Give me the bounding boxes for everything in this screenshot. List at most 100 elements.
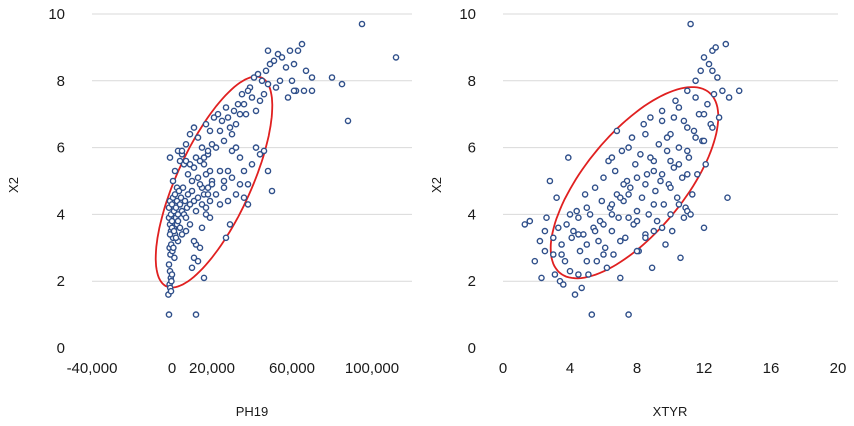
chart1-data-point — [262, 67, 270, 75]
chart2-data-point — [722, 40, 730, 48]
chart2-data-point — [633, 217, 641, 225]
chart1-data-point — [200, 154, 208, 161]
chart1-data-point — [202, 120, 210, 128]
chart2-data-point — [700, 54, 708, 61]
chart2-y-tick-label: 0 — [468, 340, 476, 357]
chart1-data-point — [206, 214, 214, 221]
chart2-x-tick-label: 4 — [566, 360, 574, 377]
chart2-data-point — [655, 140, 663, 148]
chart1-data-point — [171, 254, 178, 262]
chart1-data-point — [174, 211, 182, 218]
chart1-x-tick-label: -40,000 — [67, 360, 118, 377]
chart1-data-point — [186, 201, 194, 208]
chart2-data-point — [709, 124, 716, 131]
chart2-data-point — [658, 170, 666, 178]
chart1-data-point — [240, 194, 248, 201]
chart2-data-point — [553, 194, 560, 201]
chart2-data-point — [680, 214, 688, 221]
chart2-data-point — [585, 271, 592, 278]
chart1-data-point — [286, 47, 294, 55]
chart1-data-point — [168, 217, 176, 225]
chart2-data-point — [546, 177, 554, 185]
chart1-data-point — [184, 191, 192, 198]
chart1-data-point — [206, 167, 214, 175]
chart1-data-point — [186, 160, 194, 168]
chart1-data-point — [244, 87, 252, 95]
chart2-data-point — [647, 114, 654, 121]
chart1-data-point — [177, 194, 185, 201]
chart1-data-point — [220, 177, 228, 185]
chart2-data-point — [617, 237, 624, 245]
chart1-data-point — [166, 154, 174, 161]
chart1-data-point — [210, 114, 218, 121]
chart2-data-point — [667, 211, 674, 218]
chart1-y-tick-label: 10 — [48, 6, 65, 23]
chart1-data-point — [204, 191, 212, 198]
chart1-data-point — [256, 97, 264, 105]
chart1-data-point — [176, 224, 184, 232]
chart1-data-point — [278, 54, 286, 61]
chart2-data-point — [571, 291, 579, 298]
chart2-data-point — [662, 241, 669, 248]
chart1-data-point — [198, 201, 206, 208]
chart1-data-point — [232, 144, 240, 151]
chart1-data-point — [250, 74, 258, 81]
chart1-data-point — [176, 157, 184, 165]
chart2-data-point — [690, 127, 698, 135]
chart2-data-point — [680, 117, 688, 125]
chart2-data-point — [672, 97, 679, 105]
chart1-data-point — [290, 60, 298, 68]
chart1-data-point — [188, 177, 196, 185]
chart1-data-point — [208, 180, 216, 188]
chart2-data-point — [561, 257, 569, 265]
chart2-data-point — [675, 201, 683, 208]
chart2-data-point — [600, 174, 607, 181]
chart1-data-point — [254, 70, 262, 78]
chart1-data-point — [216, 127, 224, 135]
chart2-data-point — [667, 157, 674, 165]
chart2-data-point — [526, 217, 534, 225]
chart2-data-point — [608, 227, 616, 235]
chart1-data-point — [194, 257, 202, 265]
chart2-data-point — [593, 257, 601, 265]
chart2-data-point — [608, 211, 616, 218]
chart1-data-point — [260, 90, 268, 98]
chart2-data-point — [658, 107, 666, 115]
chart1-data-point — [184, 170, 192, 178]
chart2-data-point — [715, 114, 723, 121]
chart2-data-point — [581, 191, 589, 198]
chart1-data-point — [166, 231, 174, 238]
chart2-data-point — [536, 237, 544, 245]
chart1-data-point — [194, 134, 202, 141]
chart2-data-point — [600, 221, 607, 228]
chart1-data-point — [171, 167, 179, 175]
chart2-data-point — [668, 227, 676, 235]
chart1-data-point — [216, 167, 224, 175]
chart2-data-point — [541, 227, 549, 235]
chart1-y-tick-label: 6 — [57, 140, 65, 157]
chart2-data-point — [551, 271, 559, 278]
chart1-data-point — [224, 197, 232, 205]
chart1-data-point — [274, 50, 282, 58]
chart1-data-point — [244, 201, 252, 208]
chart2-data-point — [615, 214, 622, 221]
chart2-data-point — [653, 217, 661, 225]
chart1-y-tick-label: 2 — [57, 273, 65, 290]
chart1-data-point — [192, 311, 200, 318]
chart1-data-point — [202, 204, 210, 211]
chart2-data-point — [586, 211, 594, 218]
chart1-data-point — [218, 117, 226, 125]
chart1-data-point — [196, 180, 204, 188]
chart2-data-point — [575, 214, 582, 221]
chart1-data-point — [179, 184, 187, 191]
chart1-data-point — [168, 271, 176, 278]
chart2-data-point — [575, 231, 582, 238]
chart2-data-point — [600, 251, 607, 258]
chart2-data-point — [625, 311, 632, 318]
chart2-data-point — [543, 214, 550, 221]
chart2-data-point — [724, 194, 731, 201]
chart1-data-point — [270, 57, 278, 65]
chart2-data-point — [663, 147, 671, 155]
chart1-data-point — [236, 110, 244, 118]
chart1-data-point — [220, 137, 228, 145]
